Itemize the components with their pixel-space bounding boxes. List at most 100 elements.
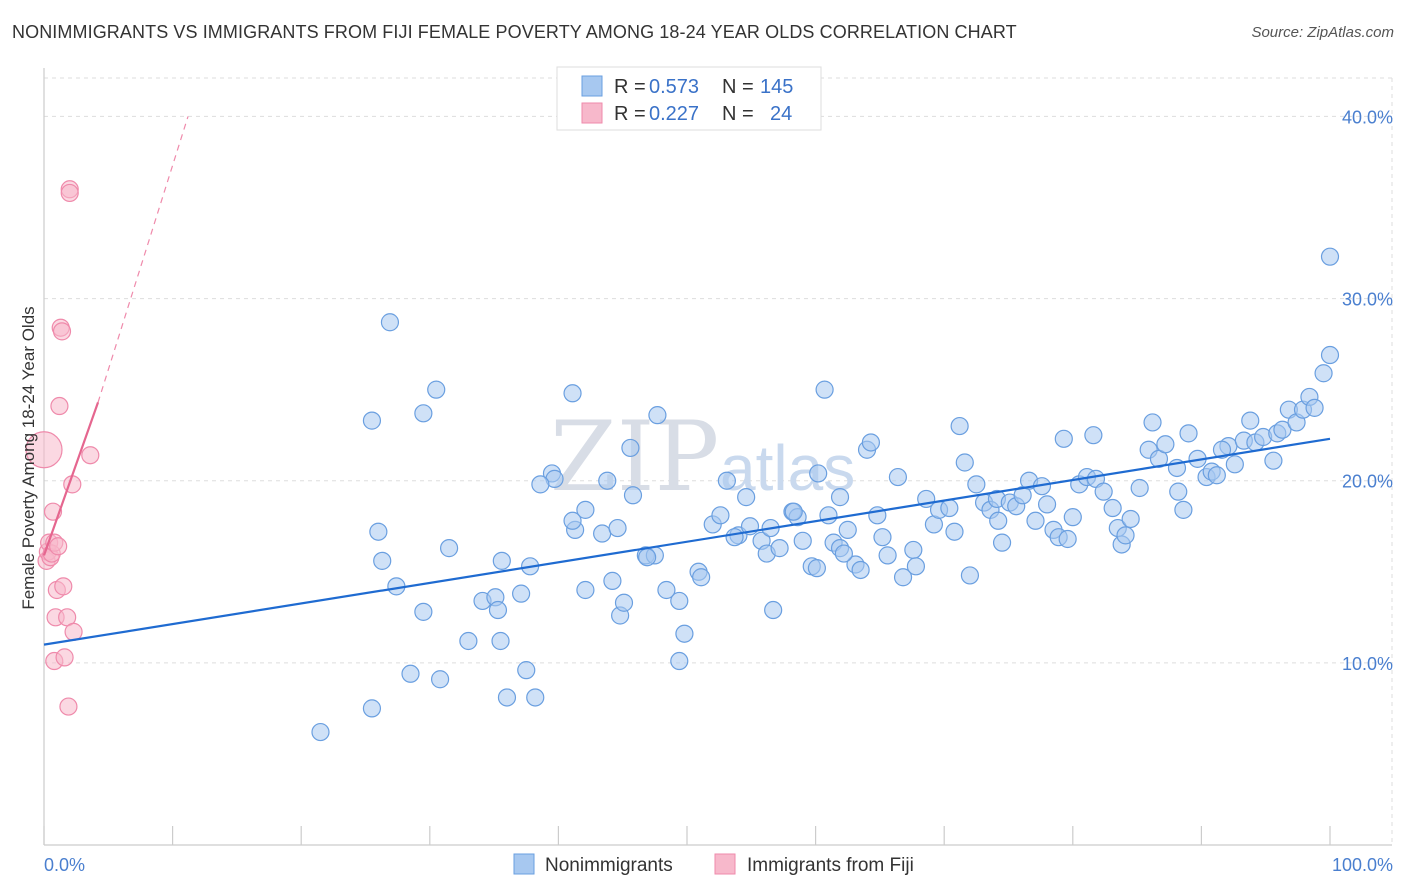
data-point-nonimmigrants xyxy=(1058,529,1077,549)
data-point-nonimmigrants xyxy=(711,506,730,525)
data-point-nonimmigrants xyxy=(526,688,545,707)
data-point-nonimmigrants xyxy=(1264,451,1283,470)
data-point-nonimmigrants xyxy=(793,531,812,550)
data-point-nonimmigrants xyxy=(439,539,459,558)
data-point-nonimmigrants xyxy=(770,539,789,558)
bottom-legend: Nonimmigrants Immigrants from Fiji xyxy=(513,853,914,876)
data-point-nonimmigrants xyxy=(1130,478,1149,498)
data-point-nonimmigrants xyxy=(563,511,582,530)
trend-line-nonimmigrants xyxy=(43,437,1331,646)
data-point-nonimmigrants xyxy=(497,688,517,707)
data-point-nonimmigrants xyxy=(906,557,926,576)
data-point-nonimmigrants xyxy=(531,475,550,494)
data-point-nonimmigrants xyxy=(967,475,986,494)
data-point-fiji xyxy=(59,697,78,716)
data-point-nonimmigrants xyxy=(675,624,694,643)
data-point-nonimmigrants xyxy=(492,551,511,570)
data-point-nonimmigrants xyxy=(373,551,392,570)
data-point-nonimmigrants xyxy=(838,520,857,539)
data-point-nonimmigrants xyxy=(692,568,711,587)
data-point-nonimmigrants xyxy=(950,416,969,436)
data-point-nonimmigrants xyxy=(614,593,634,612)
data-point-nonimmigrants xyxy=(725,528,744,547)
data-point-nonimmigrants xyxy=(809,464,828,483)
source-label: Source: ZipAtlas.com xyxy=(1251,24,1394,41)
data-point-nonimmigrants xyxy=(830,488,850,507)
data-point-nonimmigrants xyxy=(1094,482,1113,501)
data-point-nonimmigrants xyxy=(512,584,531,603)
data-point-nonimmigrants xyxy=(1103,498,1122,518)
legend-r-label: R = xyxy=(614,76,646,98)
bottom-legend-nonimmigrants: Nonimmigrants xyxy=(545,855,673,876)
data-point-nonimmigrants xyxy=(598,471,617,490)
y-axis-label: Female Poverty Among 18-24 Year Olds xyxy=(19,306,38,609)
data-point-nonimmigrants xyxy=(459,631,478,651)
top-legend: R = 0.573 N = 145 R = 0.227 N = 24 xyxy=(556,66,822,131)
trend-line-fiji xyxy=(42,402,100,556)
data-point-nonimmigrants xyxy=(621,438,640,458)
data-point-fiji xyxy=(25,431,63,469)
data-point-nonimmigrants xyxy=(1273,420,1292,439)
data-point-nonimmigrants xyxy=(1212,440,1232,459)
series-nonimmigrants-points xyxy=(311,247,1340,742)
data-point-fiji xyxy=(81,446,100,465)
legend-n-value: 145 xyxy=(760,76,793,98)
data-point-nonimmigrants xyxy=(488,600,508,620)
data-point-nonimmigrants xyxy=(648,406,667,425)
data-point-nonimmigrants xyxy=(1169,482,1188,501)
legend-swatch-fiji xyxy=(581,102,603,124)
data-point-nonimmigrants xyxy=(1156,435,1175,454)
data-point-nonimmigrants xyxy=(1026,511,1045,530)
data-point-nonimmigrants xyxy=(815,380,834,399)
x-tick-label: 0.0% xyxy=(44,855,85,875)
legend-n-label: N = xyxy=(722,103,754,125)
data-point-nonimmigrants xyxy=(1174,500,1193,519)
data-point-fiji xyxy=(54,577,73,596)
legend-r-value: 0.573 xyxy=(649,76,699,98)
legend-r-value: 0.227 xyxy=(649,103,699,125)
chart-title: NONIMMIGRANTS VS IMMIGRANTS FROM FIJI FE… xyxy=(12,22,1017,42)
data-point-nonimmigrants xyxy=(670,591,689,611)
data-point-nonimmigrants xyxy=(414,404,433,423)
data-point-nonimmigrants xyxy=(989,511,1008,530)
data-point-nonimmigrants xyxy=(311,722,330,742)
data-point-nonimmigrants xyxy=(1225,455,1244,474)
legend-n-label: N = xyxy=(722,76,754,98)
data-point-nonimmigrants xyxy=(603,571,622,590)
data-point-nonimmigrants xyxy=(1054,429,1073,448)
data-point-nonimmigrants xyxy=(1037,495,1057,514)
y-tick-labels: 10.0% 20.0% 30.0% 40.0% xyxy=(1342,107,1393,673)
data-point-nonimmigrants xyxy=(427,380,446,399)
data-point-nonimmigrants xyxy=(657,580,676,600)
data-point-nonimmigrants xyxy=(955,453,974,472)
data-point-nonimmigrants xyxy=(414,602,433,621)
data-point-nonimmigrants xyxy=(992,533,1012,552)
data-point-nonimmigrants xyxy=(834,544,853,563)
data-point-nonimmigrants xyxy=(638,548,657,567)
data-point-nonimmigrants xyxy=(873,528,892,547)
y-tick-label: 20.0% xyxy=(1342,472,1393,492)
y-tick-label: 40.0% xyxy=(1342,107,1393,127)
bottom-legend-fiji: Immigrants from Fiji xyxy=(747,855,914,876)
data-point-nonimmigrants xyxy=(380,313,400,332)
data-point-fiji xyxy=(49,537,68,556)
data-point-nonimmigrants xyxy=(670,651,689,671)
data-point-nonimmigrants xyxy=(717,471,736,490)
data-point-nonimmigrants xyxy=(878,546,897,565)
data-point-fiji xyxy=(55,648,74,667)
x-tick-labels: 0.0% 100.0% xyxy=(44,855,1393,875)
data-point-nonimmigrants xyxy=(851,560,870,580)
y-tick-label: 30.0% xyxy=(1342,290,1393,310)
data-point-fiji xyxy=(50,396,69,416)
data-point-nonimmigrants xyxy=(888,467,908,487)
data-point-nonimmigrants xyxy=(576,500,595,519)
data-point-nonimmigrants xyxy=(1121,509,1140,529)
data-point-nonimmigrants xyxy=(819,506,838,525)
data-point-nonimmigrants xyxy=(608,518,627,538)
watermark: ZIP atlas xyxy=(550,401,855,513)
legend-n-value: 24 xyxy=(770,103,792,125)
data-point-nonimmigrants xyxy=(1207,466,1226,485)
data-point-nonimmigrants xyxy=(904,540,923,560)
data-point-nonimmigrants xyxy=(517,661,536,680)
data-point-nonimmigrants xyxy=(764,600,783,620)
